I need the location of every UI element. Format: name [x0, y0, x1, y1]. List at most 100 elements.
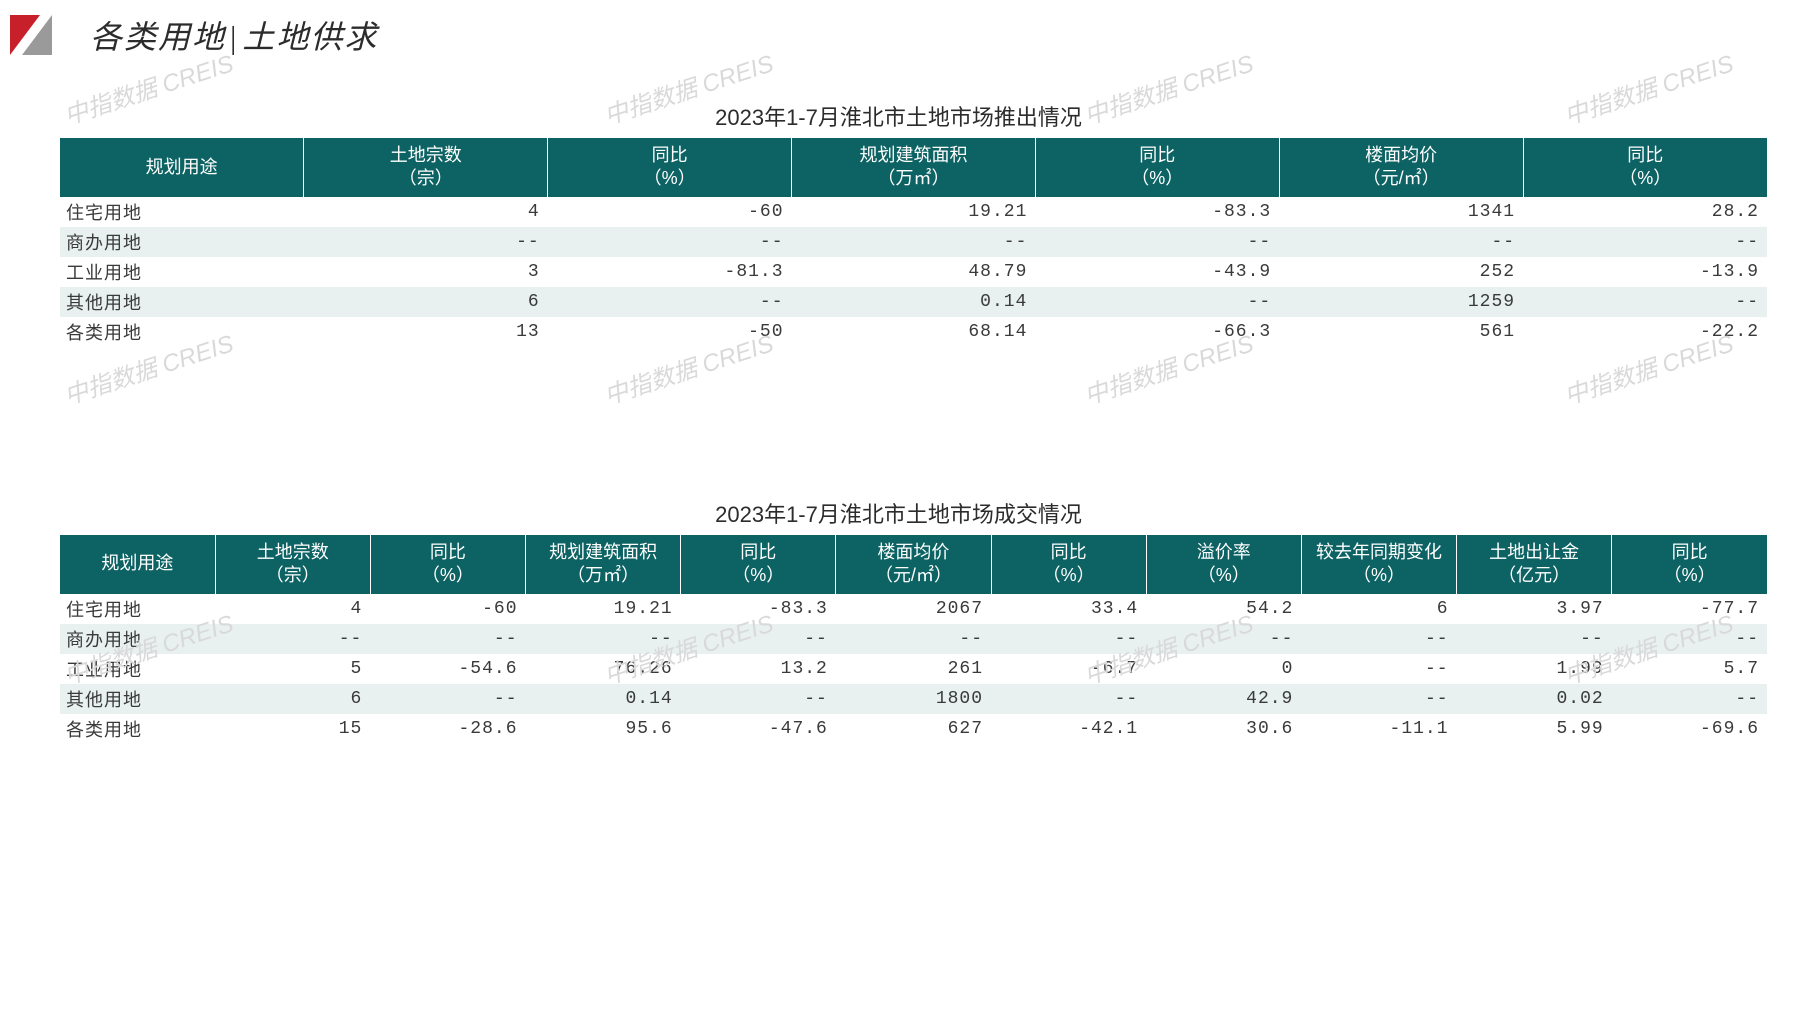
page: 各类用地|土地供求 2023年1-7月淮北市土地市场推出情况 规划用途土地宗数（…	[0, 0, 1797, 1010]
cell-value: 261	[836, 654, 991, 684]
cell-value: 5.99	[1457, 714, 1612, 744]
cell-value: 4	[304, 197, 548, 227]
cell-value: -6.7	[991, 654, 1146, 684]
cell-value: 28.2	[1523, 197, 1767, 227]
column-header: 楼面均价（元/㎡）	[1279, 138, 1523, 197]
cell-value: 561	[1279, 317, 1523, 347]
cell-value: --	[792, 227, 1036, 257]
column-header: 土地宗数（宗）	[215, 535, 370, 594]
cell-value: 76.26	[526, 654, 681, 684]
cell-value: 1341	[1279, 197, 1523, 227]
table-row: 各类用地13-5068.14-66.3561-22.2	[60, 317, 1767, 347]
row-label: 各类用地	[60, 714, 215, 744]
cell-value: --	[1523, 227, 1767, 257]
cell-value: --	[548, 287, 792, 317]
column-header: 较去年同期变化（%）	[1301, 535, 1456, 594]
cell-value: 0.02	[1457, 684, 1612, 714]
column-header: 同比（%）	[370, 535, 525, 594]
column-header: 同比（%）	[1612, 535, 1767, 594]
cell-value: 252	[1279, 257, 1523, 287]
cell-value: --	[1301, 654, 1456, 684]
cell-value: --	[1457, 624, 1612, 654]
cell-value: 42.9	[1146, 684, 1301, 714]
row-label: 住宅用地	[60, 197, 304, 227]
cell-value: --	[1523, 287, 1767, 317]
column-header: 溢价率（%）	[1146, 535, 1301, 594]
cell-value: 0.14	[526, 684, 681, 714]
brand-logo-icon	[10, 15, 70, 55]
row-label: 商办用地	[60, 624, 215, 654]
cell-value: 0.14	[792, 287, 1036, 317]
row-label: 住宅用地	[60, 594, 215, 624]
page-title: 各类用地|土地供求	[90, 12, 378, 58]
cell-value: 33.4	[991, 594, 1146, 624]
column-header: 楼面均价（元/㎡）	[836, 535, 991, 594]
land-transaction-table: 规划用途土地宗数（宗）同比（%）规划建筑面积（万㎡）同比（%）楼面均价（元/㎡）…	[60, 535, 1767, 744]
cell-value: --	[991, 684, 1146, 714]
cell-value: --	[1301, 624, 1456, 654]
table2-title: 2023年1-7月淮北市土地市场成交情况	[0, 497, 1797, 529]
table-row: 工业用地3-81.348.79-43.9252-13.9	[60, 257, 1767, 287]
cell-value: --	[681, 624, 836, 654]
column-header: 同比（%）	[1523, 138, 1767, 197]
table-row: 其他用地6--0.14--1800--42.9--0.02--	[60, 684, 1767, 714]
cell-value: 19.21	[526, 594, 681, 624]
cell-value: 3.97	[1457, 594, 1612, 624]
cell-value: --	[526, 624, 681, 654]
cell-value: --	[304, 227, 548, 257]
cell-value: -77.7	[1612, 594, 1767, 624]
cell-value: --	[1279, 227, 1523, 257]
cell-value: --	[370, 624, 525, 654]
cell-value: 48.79	[792, 257, 1036, 287]
cell-value: 6	[304, 287, 548, 317]
table1-title: 2023年1-7月淮北市土地市场推出情况	[0, 100, 1797, 132]
cell-value: --	[215, 624, 370, 654]
title-left: 各类用地	[90, 19, 226, 55]
cell-value: 6	[215, 684, 370, 714]
cell-value: 68.14	[792, 317, 1036, 347]
cell-value: --	[1035, 287, 1279, 317]
cell-value: -60	[548, 197, 792, 227]
table-row: 其他用地6--0.14--1259--	[60, 287, 1767, 317]
cell-value: -22.2	[1523, 317, 1767, 347]
column-header: 同比（%）	[1035, 138, 1279, 197]
cell-value: --	[1301, 684, 1456, 714]
table-row: 商办用地------------	[60, 227, 1767, 257]
cell-value: --	[370, 684, 525, 714]
column-header: 规划建筑面积（万㎡）	[526, 535, 681, 594]
column-header: 土地宗数（宗）	[304, 138, 548, 197]
cell-value: -69.6	[1612, 714, 1767, 744]
cell-value: 2067	[836, 594, 991, 624]
cell-value: -43.9	[1035, 257, 1279, 287]
table-row: 住宅用地4-6019.21-83.3134128.2	[60, 197, 1767, 227]
cell-value: 1.99	[1457, 654, 1612, 684]
cell-value: -13.9	[1523, 257, 1767, 287]
cell-value: -83.3	[1035, 197, 1279, 227]
cell-value: 30.6	[1146, 714, 1301, 744]
cell-value: --	[1035, 227, 1279, 257]
cell-value: 5	[215, 654, 370, 684]
column-header: 同比（%）	[548, 138, 792, 197]
column-header: 规划用途	[60, 138, 304, 197]
cell-value: -11.1	[1301, 714, 1456, 744]
cell-value: -50	[548, 317, 792, 347]
land-supply-table: 规划用途土地宗数（宗）同比（%）规划建筑面积（万㎡）同比（%）楼面均价（元/㎡）…	[60, 138, 1767, 347]
table-row: 商办用地--------------------	[60, 624, 1767, 654]
cell-value: --	[548, 227, 792, 257]
cell-value: -83.3	[681, 594, 836, 624]
cell-value: --	[1146, 624, 1301, 654]
cell-value: 15	[215, 714, 370, 744]
cell-value: 5.7	[1612, 654, 1767, 684]
cell-value: -81.3	[548, 257, 792, 287]
page-header: 各类用地|土地供求	[0, 0, 1797, 70]
column-header: 规划建筑面积（万㎡）	[792, 138, 1036, 197]
column-header: 规划用途	[60, 535, 215, 594]
cell-value: 54.2	[1146, 594, 1301, 624]
cell-value: -42.1	[991, 714, 1146, 744]
cell-value: 3	[304, 257, 548, 287]
row-label: 各类用地	[60, 317, 304, 347]
cell-value: 4	[215, 594, 370, 624]
cell-value: 13	[304, 317, 548, 347]
table-row: 工业用地5-54.676.2613.2261-6.70--1.995.7	[60, 654, 1767, 684]
cell-value: 0	[1146, 654, 1301, 684]
